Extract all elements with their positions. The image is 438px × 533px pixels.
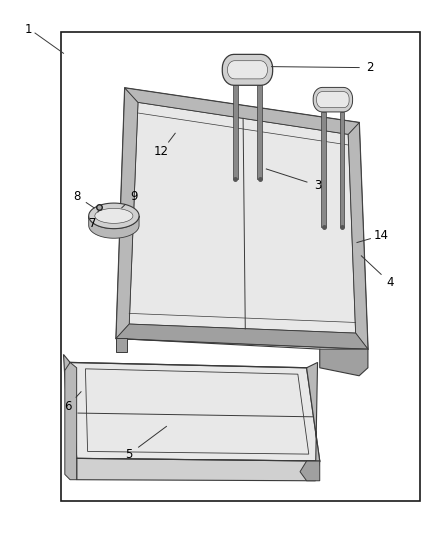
Polygon shape: [64, 354, 77, 480]
Text: 3: 3: [314, 179, 321, 192]
Polygon shape: [307, 362, 320, 481]
Polygon shape: [320, 349, 368, 376]
Text: 9: 9: [130, 190, 138, 203]
Polygon shape: [85, 369, 309, 454]
Polygon shape: [95, 208, 133, 223]
Polygon shape: [116, 338, 127, 352]
Polygon shape: [321, 112, 326, 227]
Text: 8: 8: [73, 190, 80, 203]
Polygon shape: [222, 54, 272, 85]
Polygon shape: [116, 324, 368, 349]
Text: 7: 7: [89, 217, 97, 230]
Text: 5: 5: [126, 448, 133, 461]
Polygon shape: [317, 92, 349, 108]
Polygon shape: [65, 362, 77, 480]
Polygon shape: [348, 123, 368, 349]
Bar: [61, 32, 420, 501]
Polygon shape: [300, 461, 320, 481]
Polygon shape: [116, 88, 138, 338]
Polygon shape: [340, 112, 344, 227]
Polygon shape: [70, 362, 320, 461]
Polygon shape: [88, 216, 139, 238]
Text: 1: 1: [25, 23, 32, 36]
Polygon shape: [129, 102, 356, 333]
Polygon shape: [125, 88, 359, 134]
Polygon shape: [233, 85, 238, 179]
Text: 12: 12: [154, 146, 169, 158]
Polygon shape: [228, 61, 267, 79]
Polygon shape: [257, 85, 262, 179]
Polygon shape: [116, 88, 368, 349]
Text: 4: 4: [386, 276, 394, 289]
Polygon shape: [89, 203, 139, 229]
Polygon shape: [313, 87, 353, 112]
Text: 2: 2: [366, 61, 374, 74]
Text: 6: 6: [64, 400, 72, 413]
Text: 14: 14: [374, 229, 389, 242]
Polygon shape: [77, 458, 320, 481]
